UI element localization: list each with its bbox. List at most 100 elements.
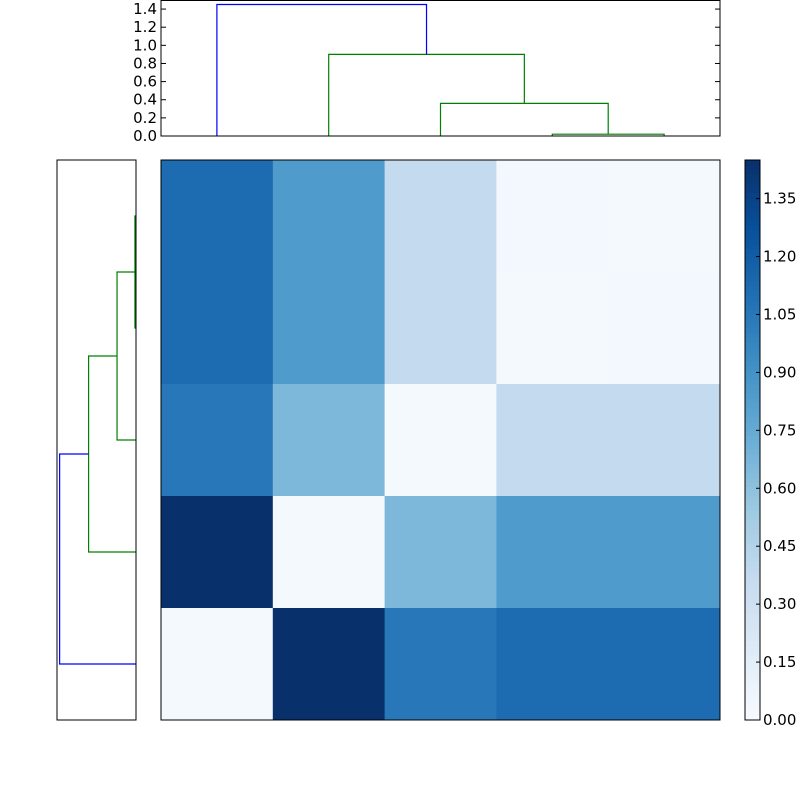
top-dendrogram-tick-label: 1.0	[133, 36, 157, 54]
colorbar-segment	[745, 477, 760, 483]
colorbar-segment	[745, 328, 760, 334]
colorbar-tick-label: 0.00	[763, 711, 796, 729]
heatmap-cell-r3-c0	[161, 496, 274, 609]
heatmap-cell-r0-c3	[496, 160, 609, 273]
colorbar-segment	[745, 444, 760, 450]
colorbar-tick-label: 1.20	[763, 248, 796, 266]
colorbar-segment	[745, 640, 760, 646]
colorbar-segment	[745, 304, 760, 310]
colorbar-segment	[745, 561, 760, 567]
colorbar-segment	[745, 351, 760, 357]
left-dendrogram-link-3	[59, 453, 136, 665]
heatmap-cell-r4-c4	[608, 608, 721, 721]
colorbar-segment	[745, 178, 760, 184]
colorbar-segment	[745, 290, 760, 296]
colorbar-segment	[745, 234, 760, 240]
colorbar-tick-label: 1.35	[763, 190, 796, 208]
colorbar-segment	[745, 547, 760, 553]
colorbar-segment	[745, 458, 760, 464]
left-dendrogram-link-1	[116, 271, 136, 441]
colorbar-segment	[745, 533, 760, 539]
colorbar-segment	[745, 435, 760, 441]
colorbar-segment	[745, 337, 760, 343]
colorbar-segment	[745, 426, 760, 432]
heatmap-cell-r2-c1	[272, 384, 386, 497]
colorbar-segment	[745, 365, 760, 371]
heatmap-cell-r3-c3	[496, 496, 609, 609]
colorbar-segment	[745, 678, 760, 684]
colorbar-segment	[745, 668, 760, 674]
colorbar-segment	[745, 407, 760, 413]
top-dendrogram-tick-label: 0.8	[133, 54, 157, 72]
colorbar-segment	[745, 468, 760, 474]
colorbar-segment	[745, 566, 760, 572]
heatmap-cell-r2-c4	[608, 384, 721, 497]
top-dendrogram-tick-label: 1.4	[133, 0, 157, 18]
heatmap-cell-r0-c0	[161, 160, 274, 273]
left-dendrogram-link-2	[87, 355, 136, 553]
colorbar-segment	[745, 463, 760, 469]
colorbar-segment	[745, 552, 760, 558]
heatmap-cell-r2-c0	[161, 384, 274, 497]
colorbar-segment	[745, 374, 760, 380]
colorbar-segment	[745, 603, 760, 609]
colorbar-segment	[745, 472, 760, 478]
heatmap-cell-r3-c4	[608, 496, 721, 609]
colorbar-segment	[745, 650, 760, 656]
colorbar-segment	[745, 594, 760, 600]
heatmap-cell-r0-c1	[272, 160, 386, 273]
heatmap-cell-r0-c2	[384, 160, 497, 273]
colorbar-segment	[745, 528, 760, 534]
colorbar-segment	[745, 309, 760, 315]
heatmap	[160, 159, 721, 721]
colorbar-segment	[745, 332, 760, 338]
colorbar-segment	[745, 542, 760, 548]
heatmap-cell-r4-c2	[384, 608, 497, 721]
colorbar-segment	[745, 491, 760, 497]
colorbar-segment	[745, 346, 760, 352]
colorbar-segment	[745, 715, 760, 721]
colorbar-segment	[745, 276, 760, 282]
heatmap-cell-r2-c2	[384, 384, 497, 497]
colorbar-segment	[745, 323, 760, 329]
colorbar-segment	[745, 617, 760, 623]
colorbar-tick-label: 0.60	[763, 479, 796, 497]
colorbar-segment	[745, 342, 760, 348]
colorbar-segment	[745, 239, 760, 245]
colorbar-segment	[745, 636, 760, 642]
colorbar-segment	[745, 402, 760, 408]
colorbar-segment	[745, 393, 760, 399]
colorbar-segment	[745, 262, 760, 268]
colorbar-segment	[745, 286, 760, 292]
colorbar-segment	[745, 538, 760, 544]
colorbar-segment	[745, 248, 760, 254]
colorbar-segment	[745, 612, 760, 618]
colorbar-tick-label: 0.90	[763, 363, 796, 381]
colorbar-segment	[745, 430, 760, 436]
colorbar-segment	[745, 164, 760, 170]
colorbar-segment	[745, 216, 760, 222]
colorbar-segment	[745, 416, 760, 422]
colorbar-segment	[745, 449, 760, 455]
top-dendrogram-tick-label: 0.6	[133, 73, 157, 91]
colorbar-segment	[745, 519, 760, 525]
colorbar-segment	[745, 598, 760, 604]
top-dendrogram-link-3	[216, 3, 428, 136]
colorbar-segment	[745, 356, 760, 362]
colorbar-segment	[745, 580, 760, 586]
heatmap-frame	[160, 159, 721, 721]
colorbar-segment	[745, 645, 760, 651]
heatmap-cell-r4-c1	[272, 608, 386, 721]
colorbar-segment	[745, 510, 760, 516]
colorbar-segment	[745, 454, 760, 460]
colorbar-segment	[745, 300, 760, 306]
top-dendrogram-link-2	[328, 53, 525, 136]
colorbar-segment	[745, 505, 760, 511]
colorbar-segment	[745, 281, 760, 287]
heatmap-cell-r0-c4	[608, 160, 721, 273]
colorbar-segment	[745, 412, 760, 418]
top-dendrogram: 0.00.20.40.60.81.01.21.4	[133, 0, 721, 145]
colorbar-segment	[745, 496, 760, 502]
colorbar-tick-label: 0.45	[763, 537, 796, 555]
